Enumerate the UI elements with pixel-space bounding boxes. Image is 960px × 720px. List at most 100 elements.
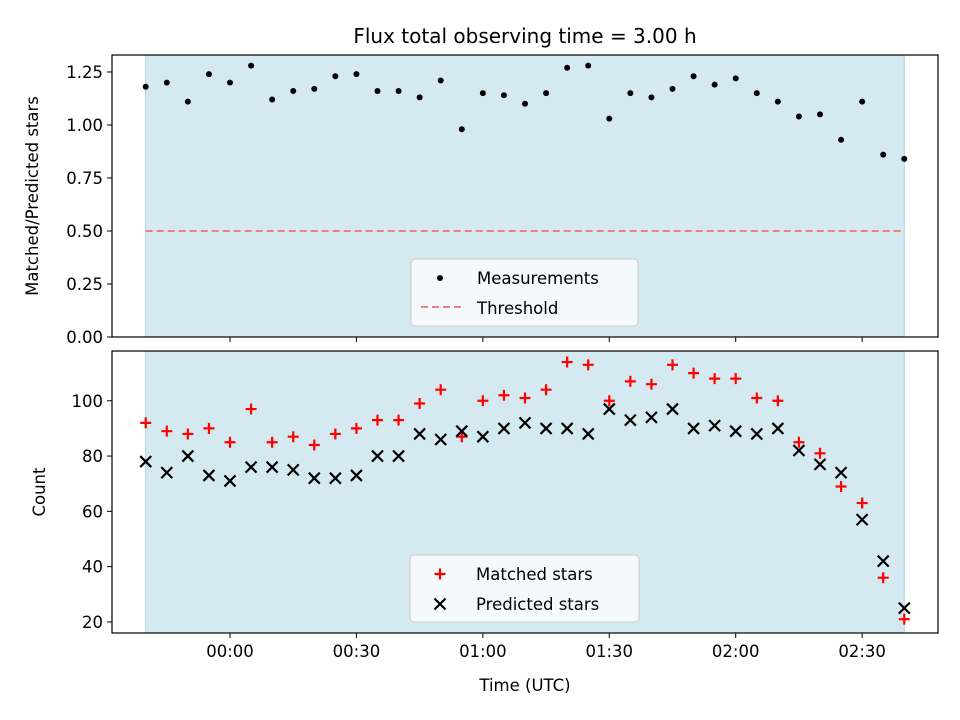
measurement-point	[290, 88, 297, 95]
bottom-y-ticks: 20 40 60 80 100	[72, 392, 112, 632]
legend-matched-plus	[434, 568, 446, 580]
matched-star-point	[540, 384, 552, 396]
top-y-tick-label: 1.00	[66, 116, 103, 135]
predicted-star-point	[792, 444, 806, 457]
matched-star-point	[245, 403, 257, 415]
legend-matched-label: Matched stars	[476, 565, 593, 584]
measurement-point	[690, 73, 697, 80]
matched-star-point	[751, 392, 763, 404]
matched-stars-points	[140, 356, 910, 625]
measurement-point	[353, 71, 360, 78]
x-tick-label: 02:30	[838, 642, 886, 661]
matched-star-point	[456, 431, 468, 443]
matched-star-point	[835, 480, 847, 492]
predicted-star-point	[624, 413, 637, 427]
top-y-tick-label: 0.00	[66, 328, 103, 347]
measurement-point	[669, 85, 676, 92]
measurement-point	[395, 88, 402, 95]
matched-star-point	[519, 392, 531, 404]
top-legend: Measurements Threshold	[410, 258, 639, 327]
matched-star-point	[667, 359, 678, 371]
bottom-y-tick-label: 60	[82, 502, 103, 521]
top-y-tick-label: 1.25	[66, 63, 103, 82]
matched-star-point	[561, 356, 573, 368]
matched-star-point	[308, 439, 320, 451]
matched-star-point	[350, 422, 362, 434]
matched-star-point	[814, 447, 826, 459]
bottom-y-tick-label: 40	[82, 558, 103, 577]
measurement-point	[795, 113, 802, 120]
top-y-tick-label: 0.50	[66, 222, 103, 241]
bottom-panel: 20 40 60 80 100 00:00 00:30 01:00 01:30 02:00 02:…	[30, 350, 939, 695]
measurement-point	[732, 75, 739, 82]
predicted-star-point	[855, 513, 869, 526]
matched-star-point	[224, 436, 236, 448]
matched-star-point	[414, 398, 426, 410]
predicted-star-point	[729, 424, 742, 438]
top-x-ticks	[229, 337, 863, 342]
predicted-star-point	[139, 455, 152, 468]
predicted-star-point	[666, 402, 679, 416]
matched-star-point	[161, 425, 173, 437]
predicted-star-point	[223, 474, 237, 488]
matched-star-point	[772, 395, 784, 407]
measurement-point	[184, 98, 191, 105]
bottom-axes-frame	[111, 350, 939, 634]
predicted-star-point	[603, 402, 616, 416]
bottom-y-tick-label: 20	[82, 613, 103, 632]
matched-star-point	[877, 572, 889, 584]
bottom-y-tick-label: 100	[72, 392, 104, 411]
measurement-point	[711, 81, 718, 88]
measurement-point	[416, 94, 423, 101]
top-panel: 0.00 0.25 0.50 0.75 1.00 1.25 Flux total obse…	[23, 24, 939, 347]
bottom-x-ticks: 00:00 00:30 01:00 01:30 02:00 02:30	[206, 633, 886, 661]
legend-measurements-marker	[437, 275, 443, 281]
legend-matched-marker	[434, 568, 446, 580]
predicted-star-point	[329, 471, 342, 485]
predicted-star-point	[286, 463, 300, 477]
bottom-y-tick-label: 80	[82, 447, 103, 466]
predicted-star-point	[560, 422, 574, 435]
x-tick-label: 02:00	[712, 642, 760, 661]
measurement-point	[205, 71, 212, 78]
measurement-points	[142, 62, 908, 162]
measurement-point	[522, 100, 528, 107]
predicted-star-point	[371, 449, 384, 463]
predicted-stars-points	[139, 402, 911, 615]
matched-star-point	[688, 367, 700, 379]
matched-star-point	[603, 395, 615, 407]
top-y-tick-label: 0.25	[66, 275, 103, 294]
measurement-point	[374, 88, 381, 95]
predicted-star-point	[160, 466, 174, 479]
predicted-star-point	[539, 422, 553, 435]
measurement-point	[648, 94, 655, 101]
predicted-star-point	[645, 411, 658, 424]
top-y-tick-label: 0.75	[66, 169, 103, 188]
matched-star-point	[898, 613, 910, 625]
bottom-y-axis-label: Count	[30, 467, 49, 517]
measurement-point	[901, 155, 908, 162]
matched-star-point	[856, 497, 868, 509]
matched-star-point	[182, 428, 194, 440]
predicted-star-point	[834, 466, 848, 479]
legend-predicted-cross	[433, 597, 447, 611]
predicted-star-point	[476, 430, 490, 443]
matched-star-point	[498, 389, 510, 401]
x-tick-label: 01:00	[459, 642, 507, 661]
top-y-ticks: 0.00 0.25 0.50 0.75 1.00 1.25	[66, 63, 112, 347]
matched-star-point	[329, 428, 341, 440]
predicted-star-point	[497, 422, 511, 435]
predicted-star-point	[181, 449, 195, 463]
matched-star-point	[203, 422, 215, 434]
top-y-axis-label: Matched/Predicted stars	[23, 96, 42, 296]
measurement-point	[753, 90, 760, 97]
measurement-point	[500, 92, 507, 99]
predicted-star-point	[750, 427, 764, 441]
matched-star-point	[435, 384, 447, 396]
predicted-star-point	[202, 469, 216, 482]
legend-threshold-label: Threshold	[476, 299, 558, 318]
measurement-point	[564, 64, 571, 71]
matched-star-point	[372, 414, 383, 426]
bottom-legend-box	[409, 554, 640, 623]
